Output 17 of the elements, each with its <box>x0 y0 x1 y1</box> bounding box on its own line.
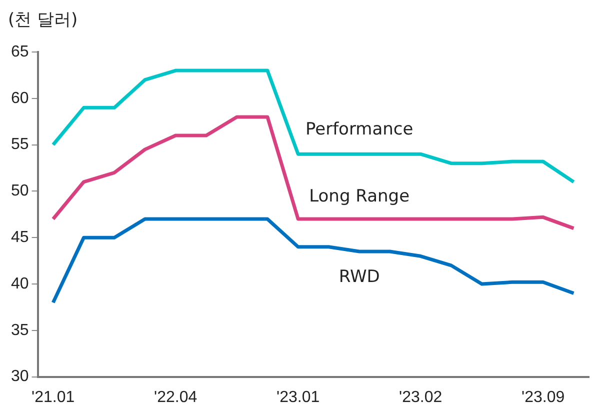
y-tick-label: 40 <box>11 275 29 292</box>
series-label: Performance <box>305 120 414 140</box>
y-tick-label: 35 <box>11 322 29 339</box>
y-tick-label: 65 <box>11 43 29 60</box>
y-tick-label: 55 <box>11 136 29 154</box>
series-label: RWD <box>338 266 380 287</box>
y-axis-title: (천 달러) <box>8 9 78 31</box>
series-label: Long Range <box>309 186 410 206</box>
y-tick-label: 50 <box>11 182 29 200</box>
x-tick-label: '21.01 <box>32 388 75 406</box>
y-tick-label: 60 <box>11 90 29 107</box>
x-tick-label: '23.02 <box>399 388 442 406</box>
y-tick-label: 45 <box>11 229 29 246</box>
y-tick-label: 30 <box>11 368 29 386</box>
x-tick-label: '23.09 <box>522 388 565 406</box>
x-tick-label: '22.04 <box>154 388 198 406</box>
x-tick-label: '23.01 <box>276 388 320 406</box>
